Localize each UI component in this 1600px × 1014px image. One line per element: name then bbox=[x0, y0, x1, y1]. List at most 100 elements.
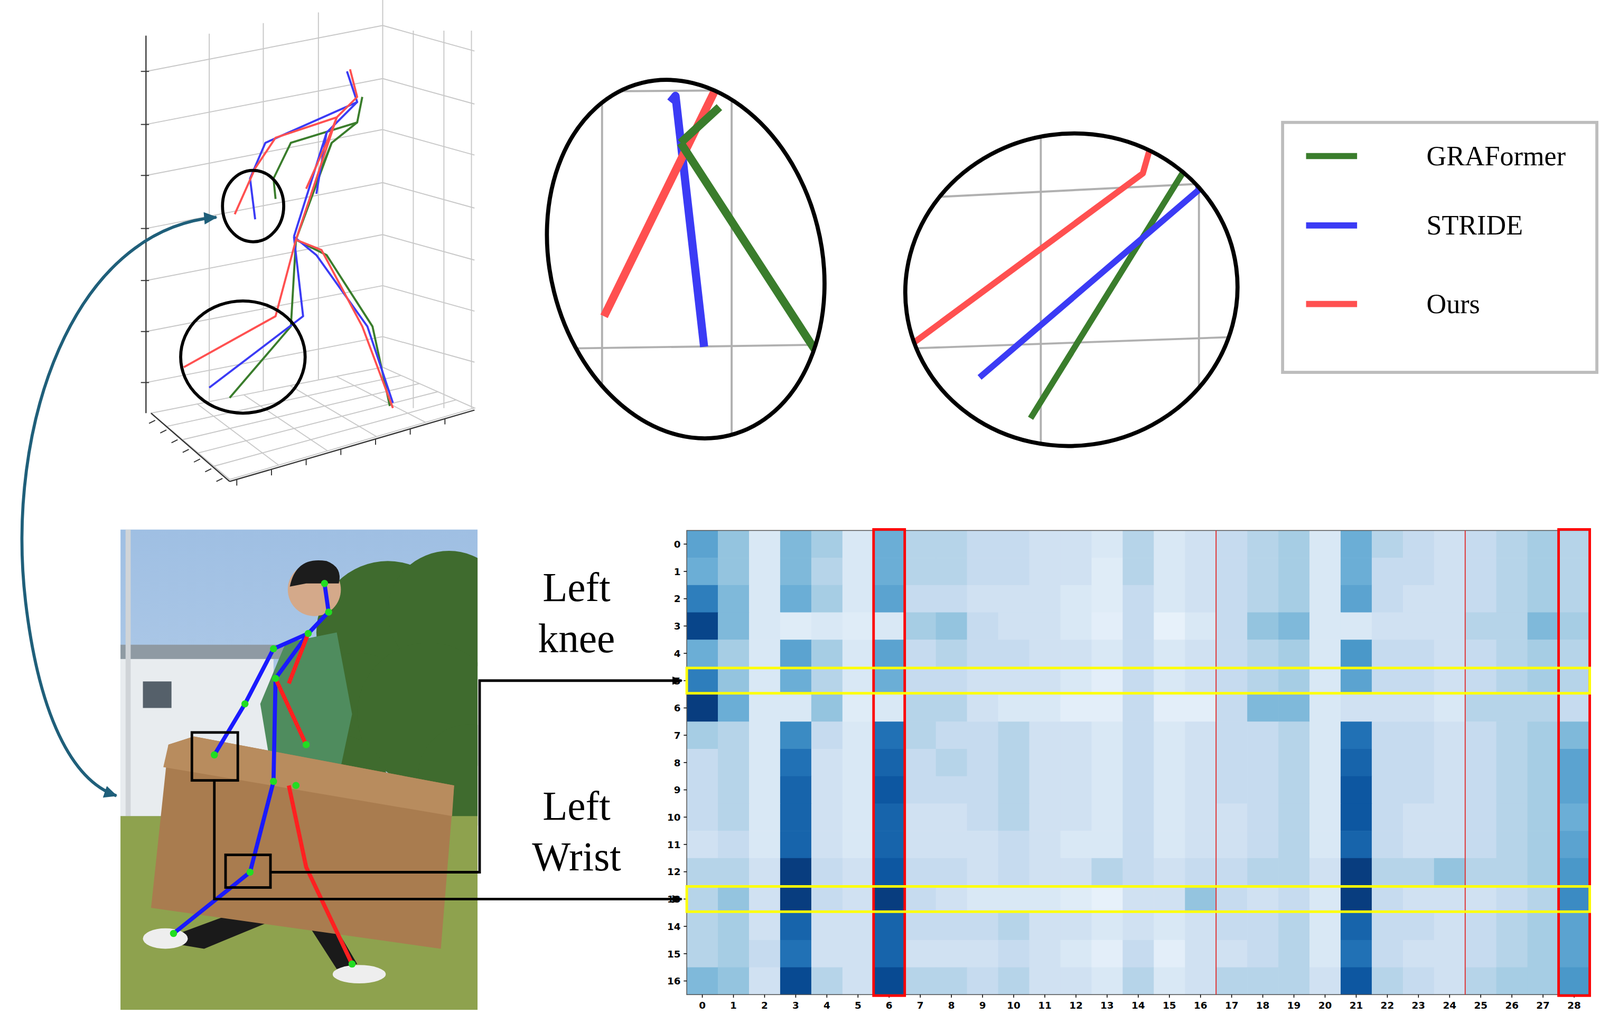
heatmap-cell bbox=[873, 912, 906, 941]
heatmap-cell bbox=[811, 830, 844, 859]
heatmap-cell bbox=[1496, 912, 1529, 941]
x-tick-label: 24 bbox=[1443, 999, 1457, 1012]
heatmap-cell bbox=[904, 885, 937, 914]
heatmap-cell bbox=[1434, 967, 1466, 996]
heatmap-cell bbox=[1091, 940, 1124, 968]
axis-tick bbox=[141, 174, 149, 176]
grid-line bbox=[198, 391, 438, 454]
y-tick bbox=[683, 707, 687, 709]
heatmap-cell bbox=[842, 967, 875, 996]
heatmap-cell bbox=[842, 612, 875, 641]
heatmap-cell bbox=[780, 585, 812, 613]
heatmap-cell bbox=[717, 776, 750, 804]
heatmap-cell bbox=[1184, 803, 1217, 831]
heatmap-cell bbox=[717, 612, 750, 641]
grid-line bbox=[382, 336, 475, 362]
keypoint bbox=[302, 741, 311, 749]
heatmap-cell bbox=[1184, 912, 1217, 941]
heatmap-cell bbox=[1371, 885, 1404, 914]
heatmap-cell bbox=[842, 694, 875, 723]
x-tick-label: 2 bbox=[761, 999, 769, 1012]
heatmap-cell bbox=[1558, 557, 1591, 586]
heatmap-cell bbox=[1278, 694, 1311, 723]
x-tick bbox=[1106, 994, 1108, 998]
heatmap-cell bbox=[967, 749, 999, 777]
heatmap-cell bbox=[1278, 830, 1311, 859]
legend-swatch bbox=[1306, 153, 1358, 160]
heatmap-cell bbox=[1340, 639, 1373, 668]
heatmap-cell bbox=[1340, 940, 1373, 968]
heatmap-cell bbox=[1153, 830, 1186, 859]
heatmap-cell bbox=[1527, 803, 1560, 831]
heatmap-cell bbox=[749, 830, 781, 859]
grid-line bbox=[730, 61, 733, 460]
keypoint bbox=[272, 675, 280, 683]
heatmap-cell bbox=[1060, 694, 1092, 723]
heatmap-cell bbox=[1122, 885, 1155, 914]
heatmap-frame bbox=[686, 530, 1590, 995]
heatmap-cell bbox=[1434, 912, 1466, 941]
heatmap-cell bbox=[1465, 667, 1497, 695]
heatmap-cell bbox=[1060, 749, 1092, 777]
heatmap-cell bbox=[1527, 830, 1560, 859]
heatmap-cell bbox=[1371, 721, 1404, 750]
heatmap-cell bbox=[1309, 639, 1342, 668]
y-tick bbox=[683, 571, 687, 573]
heatmap-cell bbox=[1402, 530, 1435, 558]
heatmap-cell bbox=[1496, 967, 1529, 996]
heatmap-cell bbox=[1215, 530, 1248, 558]
heatmap-cell bbox=[1091, 749, 1124, 777]
heatmap-cell bbox=[1527, 885, 1560, 914]
grid-line bbox=[382, 0, 384, 368]
heatmap-cell bbox=[904, 803, 937, 831]
heatmap-cell bbox=[998, 912, 1031, 941]
x-tick bbox=[1480, 994, 1482, 998]
heatmap-cell bbox=[904, 585, 937, 613]
heatmap-cell bbox=[1340, 530, 1373, 558]
heatmap-cell bbox=[1402, 585, 1435, 613]
grid-line bbox=[382, 78, 475, 105]
heatmap-cell bbox=[1527, 940, 1560, 968]
figure-svg: GRAFormerSTRIDEOurs012345678910111213141… bbox=[0, 0, 1600, 1014]
y-tick bbox=[683, 871, 687, 873]
heatmap-cell bbox=[1247, 694, 1279, 723]
heatmap-cell bbox=[1309, 776, 1342, 804]
heatmap-cell bbox=[749, 749, 781, 777]
heatmap-cell bbox=[780, 694, 812, 723]
heatmap-cell bbox=[1558, 721, 1591, 750]
heatmap-cell bbox=[1527, 694, 1560, 723]
heatmap-cell bbox=[1029, 530, 1062, 558]
heatmap-cell bbox=[780, 912, 812, 941]
legend-label: GRAFormer bbox=[1426, 141, 1566, 172]
heatmap-cell bbox=[1278, 803, 1311, 831]
keypoint bbox=[241, 700, 249, 708]
heatmap-cell bbox=[873, 776, 906, 804]
grid-line bbox=[382, 25, 475, 51]
keypoint bbox=[269, 645, 278, 653]
axis-tick bbox=[160, 429, 167, 434]
x-tick-label: 13 bbox=[1100, 999, 1115, 1012]
y-tick bbox=[683, 980, 687, 982]
heatmap-cell bbox=[780, 940, 812, 968]
x-tick bbox=[1418, 994, 1420, 998]
x-tick-label: 4 bbox=[823, 999, 831, 1012]
heatmap-cell bbox=[967, 830, 999, 859]
keypoint bbox=[269, 778, 278, 786]
link-arrow bbox=[22, 217, 217, 796]
heatmap-cell bbox=[1215, 912, 1248, 941]
heatmap-cell bbox=[936, 912, 968, 941]
heatmap-cell bbox=[1371, 639, 1404, 668]
highlight-column bbox=[1558, 529, 1590, 996]
heatmap-cell bbox=[1496, 612, 1529, 641]
heatmap-cell bbox=[1215, 585, 1248, 613]
skeleton-limb bbox=[908, 137, 1154, 348]
skeleton-limb bbox=[288, 633, 309, 685]
annotation-line: Left bbox=[542, 783, 611, 829]
x-tick-label: 28 bbox=[1567, 999, 1581, 1012]
heatmap-cell bbox=[1340, 694, 1373, 723]
building-roof bbox=[120, 644, 284, 660]
grid-line bbox=[263, 23, 265, 391]
heatmap-cell bbox=[873, 667, 906, 695]
heatmap-cell bbox=[717, 557, 750, 586]
heatmap-cell bbox=[749, 667, 781, 695]
